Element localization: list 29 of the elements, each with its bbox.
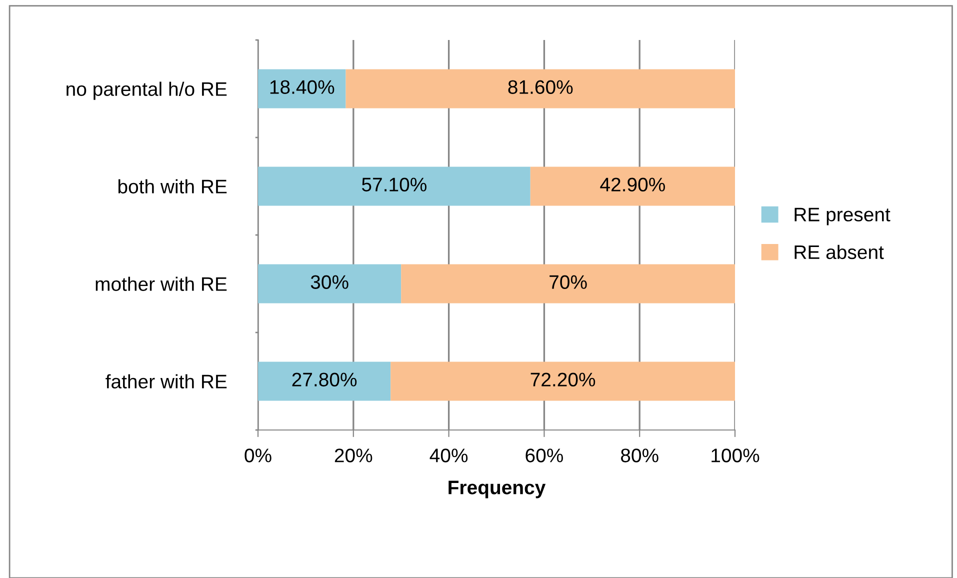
x-tick-label: 100% xyxy=(712,448,760,462)
legend-label: RE absent xyxy=(794,244,884,260)
x-tick-label: 80% xyxy=(620,448,658,462)
y-tick-label: father with RE xyxy=(106,374,227,388)
data-label: 18.40% xyxy=(270,80,334,94)
bar xyxy=(346,69,735,108)
bar xyxy=(258,264,402,304)
y-tick-label: both with RE xyxy=(118,179,227,194)
bar xyxy=(258,362,391,401)
x-tick-label: 20% xyxy=(334,448,372,462)
data-label: 70% xyxy=(550,275,587,289)
x-tick-label: 0% xyxy=(244,448,272,462)
y-tick-label: mother with RE xyxy=(96,276,227,291)
bar xyxy=(258,166,530,206)
bar xyxy=(258,69,346,108)
bar xyxy=(530,166,735,206)
data-label: 81.60% xyxy=(508,80,573,94)
x-tick-label: 60% xyxy=(526,448,563,462)
data-label: 72.20% xyxy=(530,372,596,386)
data-label: 30% xyxy=(310,275,348,289)
y-tick-label: no parental h/o RE xyxy=(66,82,227,100)
bar xyxy=(390,362,735,401)
legend-label: RE present xyxy=(794,208,890,226)
data-label: 42.90% xyxy=(600,178,665,192)
x-tick-label: 40% xyxy=(430,448,468,462)
bar xyxy=(401,264,735,304)
data-label: 57.10% xyxy=(362,178,426,192)
x-axis-title: Frequency xyxy=(448,480,546,498)
data-label: 27.80% xyxy=(292,372,357,386)
